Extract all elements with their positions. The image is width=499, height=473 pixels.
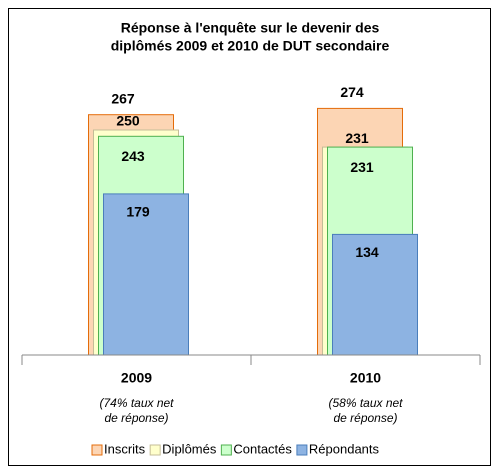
legend-label: Répondants: [309, 441, 380, 456]
value-label: 274: [340, 84, 364, 100]
annotation: de réponse): [104, 411, 168, 425]
bar: [103, 193, 189, 356]
chart-frame: [8, 8, 491, 466]
legend-label: Diplômés: [162, 441, 217, 456]
value-label: 243: [121, 148, 145, 164]
legend-swatch: [220, 444, 232, 456]
value-label: 179: [126, 204, 150, 220]
value-label: 250: [116, 113, 140, 129]
annotation: de réponse): [333, 411, 397, 425]
legend-label: Contactés: [233, 441, 292, 456]
x-tick-label: 2009: [121, 370, 152, 386]
legend-swatch: [296, 444, 308, 456]
value-label: 134: [355, 244, 379, 260]
value-label: 267: [111, 90, 135, 106]
legend-swatch: [149, 444, 161, 456]
annotation: (74% taux net: [99, 396, 174, 410]
legend-label: Inscrits: [104, 441, 146, 456]
chart-title: Réponse à l'enquête sur le devenir des: [121, 20, 380, 36]
value-label: 231: [345, 130, 369, 146]
chart-title: diplômés 2009 et 2010 de DUT secondaire: [111, 38, 390, 54]
x-tick-label: 2010: [350, 370, 381, 386]
bar: [332, 233, 418, 356]
annotation: (58% taux net: [328, 396, 403, 410]
legend-swatch: [91, 444, 103, 456]
value-label: 231: [350, 159, 374, 175]
